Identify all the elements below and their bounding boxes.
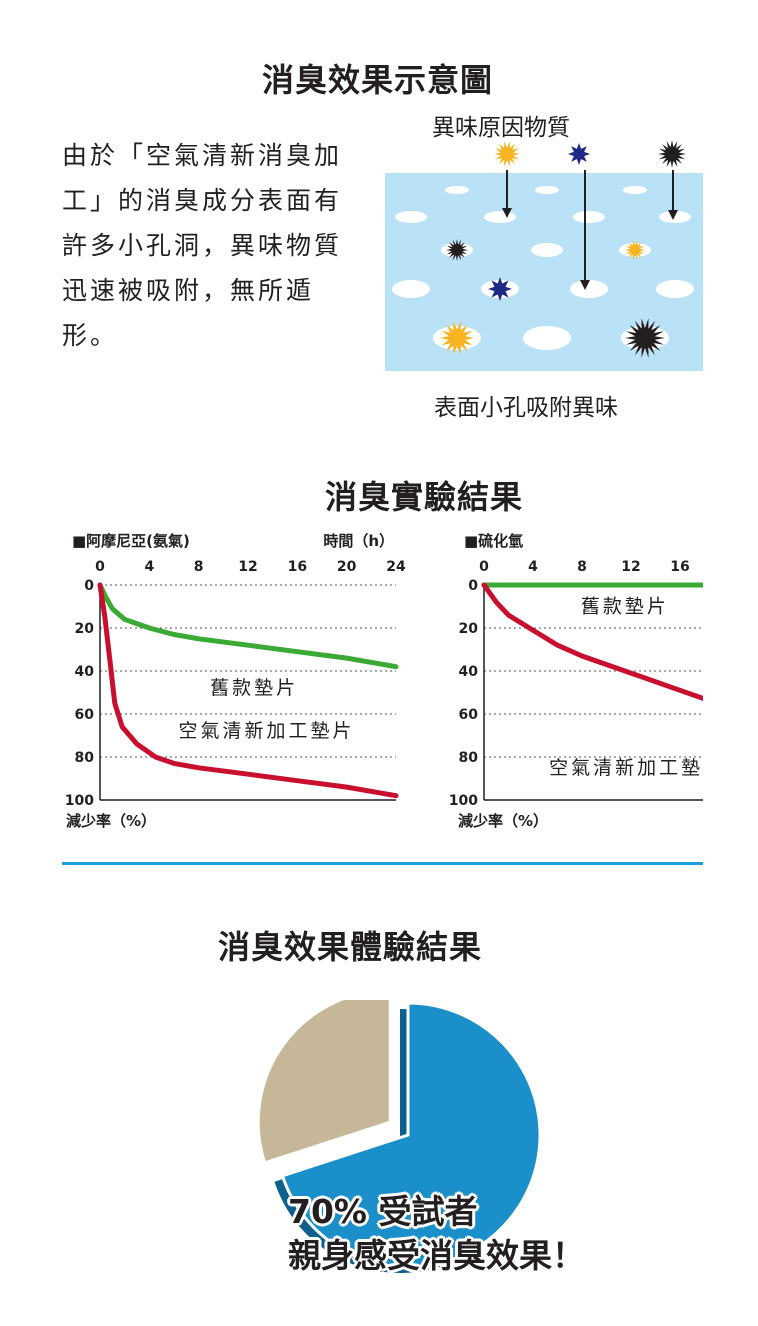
experience-pie-chart (256, 1000, 542, 1273)
y-tick-label: 80 (459, 750, 479, 766)
x-tick-label: 4 (144, 559, 154, 575)
series-label: 空氣清新加工墊片 (549, 757, 703, 779)
y-tick-label: 100 (65, 793, 94, 809)
y-tick-label: 0 (84, 578, 94, 594)
x-tick-label: 0 (95, 559, 105, 575)
pie-caption-line2: 親身感受消臭效果！ (288, 1236, 585, 1275)
series-line (481, 582, 703, 702)
adsorbed-particle-navy (488, 277, 512, 301)
adsorbed-particle-black (446, 239, 468, 261)
arrow-black-head (668, 210, 678, 220)
section-title-experiment-results: 消臭實驗結果 (325, 478, 524, 516)
surface-adsorption-caption: 表面小孔吸附異味 (434, 395, 618, 421)
arrow-yellow-head (502, 208, 512, 218)
y-tick-label: 0 (468, 578, 478, 594)
series-label: 舊款墊片 (581, 596, 669, 618)
x-tick-label: 0 (479, 559, 489, 575)
y-tick-label: 60 (459, 707, 479, 723)
section-title-experience-results: 消臭效果體驗結果 (218, 928, 483, 966)
series-line (97, 582, 399, 799)
x-tick-label: 20 (337, 559, 357, 575)
adsorption-diagram (385, 140, 703, 371)
adsorbed-particle-yellow-large (440, 321, 474, 355)
series-line (97, 582, 399, 670)
adsorbed-particle-yellow (625, 240, 645, 260)
x-tick-label: 4 (528, 559, 538, 575)
surface-holes (392, 186, 694, 350)
y-tick-label: 40 (459, 664, 479, 680)
effect-description: 由於「空氣清新消臭加工」的消臭成分表面有許多小孔洞，異味物質迅速被吸附，無所遁形… (62, 141, 343, 350)
pie-caption: 70% 受試者 親身感受消臭效果！ (288, 1190, 585, 1278)
y-tick-label: 20 (75, 621, 95, 637)
x-tick-label: 12 (238, 559, 257, 575)
odor-substance-label: 異味原因物質 (432, 115, 570, 141)
x-tick-label: 16 (288, 559, 307, 575)
chart-title: ■阿摩尼亞(氨氣) (72, 532, 190, 550)
pie-slice (256, 1000, 392, 1165)
pie-slice (280, 1001, 542, 1269)
series-label: 舊款墊片 (210, 677, 298, 699)
y-tick-label: 40 (75, 664, 95, 680)
hydrogen-sulfide-reduction-chart: ■硫化氫 0 4 8 12 16 0 20 40 60 80 100 減少率（%） 舊款墊片空氣清新加工墊… (449, 532, 703, 830)
y-tick-label: 80 (75, 750, 95, 766)
y-tick-label: 60 (75, 707, 95, 723)
ammonia-reduction-chart: ■阿摩尼亞(氨氣) 時間（h） 0 4 8 12 16 20 24 0 20 40 60 80 100 減少率… (65, 532, 406, 830)
x-tick-label: 8 (194, 559, 204, 575)
odor-particle-black (658, 140, 686, 168)
x-axis-title: 時間（h） (323, 532, 394, 550)
y-axis-title: 減少率（%） (66, 812, 156, 830)
section-title-effect-diagram: 消臭效果示意圖 (262, 61, 494, 99)
section-divider (62, 862, 703, 865)
arrow-navy-head (580, 280, 590, 290)
x-tick-label: 16 (670, 559, 689, 575)
series-label: 空氣清新加工墊片 (178, 720, 354, 742)
chart-title: ■硫化氫 (464, 532, 523, 550)
y-axis-title: 減少率（%） (458, 812, 548, 830)
pie-caption-line1: 70% 受試者 (288, 1192, 478, 1231)
odor-particle-navy (568, 143, 590, 165)
adsorbed-particle-black-large (625, 318, 665, 358)
x-tick-label: 12 (621, 559, 640, 575)
x-tick-label: 8 (577, 559, 587, 575)
odor-particle-yellow (494, 141, 520, 167)
x-tick-label: 24 (386, 559, 406, 575)
y-tick-label: 100 (449, 793, 478, 809)
y-tick-label: 20 (459, 621, 479, 637)
